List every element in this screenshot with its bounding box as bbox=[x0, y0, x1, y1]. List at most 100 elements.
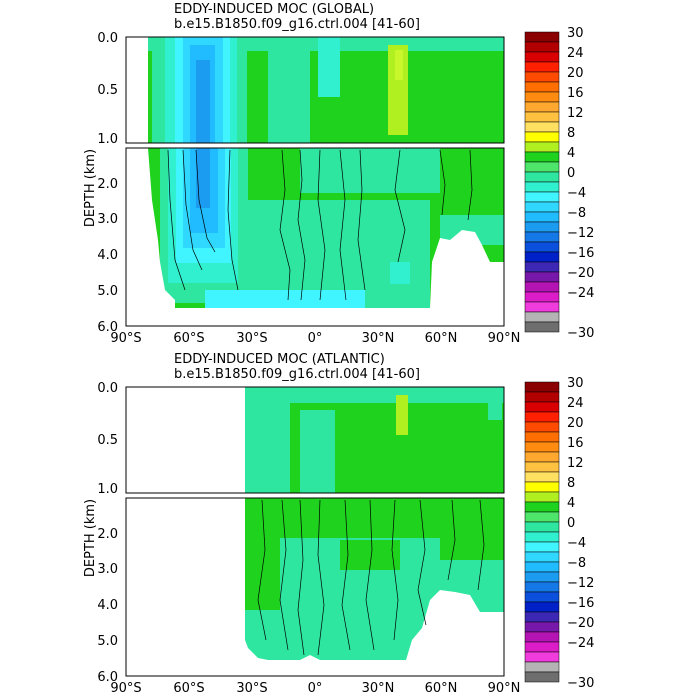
atlantic-colorbar: 30 24 20 16 12 8 4 0 −4 −8 −12 −16 −20 −24 −30 bbox=[524, 376, 594, 691]
global-colorbar-swatch bbox=[524, 261, 560, 273]
global-lower-north-teal bbox=[300, 148, 440, 193]
atlantic-colorbar-label: 8 bbox=[567, 476, 575, 491]
atlantic-colorbar-swatch bbox=[524, 471, 560, 483]
global-ytick-5: 4.0 bbox=[97, 248, 118, 263]
atlantic-colorbar-swatch bbox=[524, 461, 560, 473]
global-ytick-0: 0.0 bbox=[97, 31, 118, 46]
global-colorbar-swatch bbox=[524, 71, 560, 83]
global-colorbar-label: −12 bbox=[567, 226, 594, 241]
atlantic-subtitle: b.e15.B1850.f09_g16.ctrl.004 [41-60] bbox=[174, 367, 420, 382]
atlantic-colorbar-swatch bbox=[524, 521, 560, 533]
atlantic-colorbar-swatch bbox=[524, 571, 560, 583]
atlantic-colorbar-swatch bbox=[524, 551, 560, 563]
global-upper-panel bbox=[126, 37, 504, 143]
atlantic-upper-arctic-teal bbox=[488, 390, 502, 420]
global-ytick-2: 1.0 bbox=[97, 132, 118, 147]
atlantic-ytick-0: 0.0 bbox=[97, 381, 118, 396]
global-colorbar-swatch bbox=[524, 31, 560, 43]
atlantic-colorbar-swatch bbox=[524, 501, 560, 513]
atlantic-colorbar-label: 24 bbox=[567, 396, 584, 411]
global-colorbar-swatch bbox=[524, 231, 560, 243]
global-colorbar-label: −8 bbox=[567, 206, 586, 221]
atlantic-colorbar-swatch bbox=[524, 441, 560, 453]
atlantic-colorbar-swatch bbox=[524, 431, 560, 443]
global-colorbar-label: 0 bbox=[567, 166, 575, 181]
atlantic-upper-panel bbox=[245, 387, 504, 493]
atlantic-xtick-4: 30°N bbox=[362, 681, 395, 696]
atlantic-title: EDDY-INDUCED MOC (ATLANTIC) bbox=[174, 352, 385, 367]
atlantic-lower-panel bbox=[245, 498, 504, 676]
atlantic-colorbar-swatch bbox=[524, 411, 560, 423]
atlantic-ytick-3: 2.0 bbox=[97, 527, 118, 542]
atlantic-lower-bathymetry bbox=[245, 590, 504, 676]
global-y-ticks: 0.0 0.5 1.0 2.0 3.0 4.0 5.0 6.0 bbox=[97, 31, 118, 335]
global-colorbar: 30 24 20 16 12 8 4 0 −4 −8 −12 −16 −20 −24 −30 bbox=[524, 26, 594, 341]
global-colorbar-swatch bbox=[524, 171, 560, 183]
atlantic-colorbar-swatch bbox=[524, 491, 560, 503]
atlantic-colorbar-swatch bbox=[524, 591, 560, 603]
atlantic-xtick-2: 30°S bbox=[236, 681, 267, 696]
atlantic-colorbar-swatch bbox=[524, 621, 560, 633]
global-colorbar-swatch bbox=[524, 101, 560, 113]
atlantic-colorbar-label: −4 bbox=[567, 536, 586, 551]
global-upper-eq-teal bbox=[318, 37, 340, 97]
global-colorbar-swatch bbox=[524, 321, 560, 333]
atlantic-colorbar-label: 20 bbox=[567, 416, 584, 431]
atlantic-colorbar-swatch bbox=[524, 531, 560, 543]
global-lower-south-margin-teal bbox=[205, 290, 365, 308]
global-xtick-5: 60°N bbox=[425, 331, 458, 346]
atlantic-colorbar-swatch bbox=[524, 661, 560, 673]
atlantic-plot: EDDY-INDUCED MOC (ATLANTIC) b.e15.B1850.… bbox=[83, 352, 594, 696]
global-lower-bathymetry bbox=[126, 148, 175, 326]
global-colorbar-swatch bbox=[524, 201, 560, 213]
global-title: EDDY-INDUCED MOC (GLOBAL) bbox=[174, 2, 374, 17]
atlantic-xtick-3: 0° bbox=[308, 681, 323, 696]
global-xtick-1: 60°S bbox=[173, 331, 204, 346]
atlantic-colorbar-label: −24 bbox=[567, 636, 594, 651]
global-xtick-4: 30°N bbox=[362, 331, 395, 346]
atlantic-colorbar-swatch bbox=[524, 541, 560, 553]
global-colorbar-swatch bbox=[524, 51, 560, 63]
atlantic-colorbar-label: −20 bbox=[567, 616, 594, 631]
global-colorbar-label: 20 bbox=[567, 66, 584, 81]
global-colorbar-label: −4 bbox=[567, 186, 586, 201]
global-colorbar-label: 12 bbox=[567, 106, 584, 121]
global-colorbar-label: −30 bbox=[567, 326, 594, 341]
atlantic-y-ticks: 0.0 0.5 1.0 2.0 3.0 4.0 5.0 6.0 bbox=[97, 381, 118, 685]
atlantic-colorbar-swatch bbox=[524, 401, 560, 413]
atlantic-ytick-4: 3.0 bbox=[97, 562, 118, 577]
atlantic-xtick-1: 60°S bbox=[173, 681, 204, 696]
global-colorbar-swatch bbox=[524, 131, 560, 143]
global-colorbar-label: 16 bbox=[567, 86, 584, 101]
atlantic-colorbar-swatch bbox=[524, 511, 560, 523]
global-ytick-6: 5.0 bbox=[97, 284, 118, 299]
atlantic-colorbar-swatch bbox=[524, 651, 560, 663]
global-colorbar-swatch bbox=[524, 91, 560, 103]
global-ytick-4: 3.0 bbox=[97, 212, 118, 227]
global-colorbar-swatch bbox=[524, 41, 560, 53]
atlantic-ytick-1: 0.5 bbox=[97, 433, 118, 448]
global-colorbar-label: −16 bbox=[567, 246, 594, 261]
global-lower-south-blue3 bbox=[196, 148, 210, 208]
atlantic-upper-north-lime bbox=[396, 395, 408, 435]
atlantic-lower-contours bbox=[257, 499, 485, 656]
atlantic-colorbar-swatch bbox=[524, 391, 560, 403]
global-colorbar-swatch bbox=[524, 151, 560, 163]
global-xtick-6: 90°N bbox=[488, 331, 521, 346]
global-colorbar-swatch bbox=[524, 271, 560, 283]
global-colorbar-swatch bbox=[524, 111, 560, 123]
global-x-ticks: 90°S 60°S 30°S 0° 30°N 60°N 90°N bbox=[110, 331, 520, 346]
global-colorbar-swatch bbox=[524, 281, 560, 293]
atlantic-ylabel: DEPTH (km) bbox=[83, 499, 98, 577]
atlantic-colorbar-label: 12 bbox=[567, 456, 584, 471]
global-colorbar-swatch bbox=[524, 61, 560, 73]
global-colorbar-swatch bbox=[524, 161, 560, 173]
global-colorbar-swatch bbox=[524, 311, 560, 323]
global-plot: EDDY-INDUCED MOC (GLOBAL) b.e15.B1850.f0… bbox=[83, 2, 594, 346]
atlantic-ytick-6: 5.0 bbox=[97, 634, 118, 649]
atlantic-x-ticks: 90°S 60°S 30°S 0° 30°N 60°N 90°N bbox=[110, 681, 520, 696]
global-colorbar-label: 30 bbox=[567, 26, 584, 41]
atlantic-lower-north-green bbox=[440, 520, 504, 560]
global-xtick-3: 0° bbox=[308, 331, 323, 346]
global-upper-north-lime-core bbox=[395, 50, 403, 80]
